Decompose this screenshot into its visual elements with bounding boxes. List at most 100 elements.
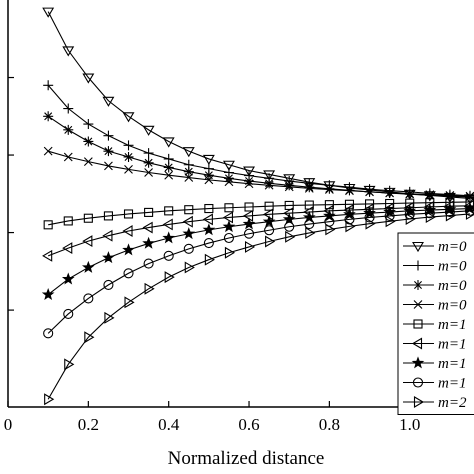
data-point [405,213,416,225]
data-point [424,208,435,219]
data-point [203,170,214,181]
data-point [264,201,274,211]
legend-label: m=1 [438,337,466,353]
data-point [264,180,274,190]
data-point [444,206,455,218]
data-point [182,147,195,158]
series-line [47,210,471,334]
legend-label: m=0 [438,298,467,314]
data-point [244,240,256,253]
data-point [324,200,334,210]
data-point [142,221,153,234]
data-point [63,103,74,114]
data-point [62,242,73,255]
data-point [204,203,214,214]
data-point [41,287,55,300]
data-point [465,191,474,201]
legend-entry: m=0 [403,239,467,255]
data-point [465,208,474,220]
data-point [103,279,114,290]
data-point [144,168,153,177]
data-point [222,160,235,171]
data-point [102,96,115,107]
data-point [223,173,234,184]
data-point [262,215,276,228]
data-point [412,241,424,253]
data-point [144,282,155,295]
data-point [282,212,296,225]
data-point [142,236,155,249]
data-point [62,46,75,57]
data-point [411,337,423,350]
data-point [224,246,236,259]
data-point [222,211,233,224]
data-point [304,182,315,193]
data-point [224,177,234,187]
data-point [385,215,396,228]
data-point [162,137,175,148]
legend: m=0 m=0 m=0 m=0 m=1 m=1 m=1 m=1 m=2 [397,232,474,415]
data-point [464,205,474,216]
data-point [63,152,73,162]
data-point [143,258,154,269]
legend-entry: m=1 [403,356,466,372]
data-point [223,232,234,244]
data-point [142,125,155,136]
data-point [83,136,94,147]
legend-entry: m=2 [403,395,467,411]
data-point [284,182,294,192]
data-point [264,225,275,236]
x-tick-label: 0.4 [158,415,180,434]
data-point [405,189,415,199]
x-tick-label: 0 [4,415,13,434]
data-point [43,111,54,122]
data-point [263,170,276,181]
data-point [103,130,114,141]
series-line [47,207,471,296]
data-point [103,146,114,157]
data-point [413,260,423,271]
data-point [183,243,194,254]
data-point [64,358,75,371]
data-point [123,268,134,279]
data-point [365,187,374,197]
data-point [123,209,134,219]
data-point [202,213,213,226]
data-point [104,311,115,324]
data-point [343,207,356,220]
series-8 [43,205,474,339]
data-point [184,261,195,274]
data-point [164,170,174,180]
data-point [42,7,55,18]
legend-label: m=2 [438,395,467,411]
data-point [83,213,93,223]
data-point [162,218,173,231]
x-axis-title: Normalized distance [168,448,325,469]
data-point [411,356,425,369]
legend-entry: m=1 [403,337,466,353]
data-point [242,217,256,230]
data-point [63,308,74,320]
data-point [413,396,425,408]
series-line [47,205,470,257]
legend-entry: m=0 [403,259,467,275]
data-point [243,166,255,177]
series-1 [42,7,474,205]
data-point [244,202,254,212]
data-point [123,140,134,151]
data-point [385,188,395,198]
data-point [364,212,375,223]
data-point [124,165,133,174]
legend-label: m=0 [438,259,467,275]
data-point [204,175,214,185]
data-point [413,300,423,309]
data-point [163,153,174,164]
series-9 [44,208,474,406]
legend-entry: m=0 [403,278,467,294]
data-point [202,223,216,236]
data-point [61,272,75,285]
data-point [284,200,294,210]
legend-label: m=1 [438,376,466,392]
data-point [82,235,93,248]
